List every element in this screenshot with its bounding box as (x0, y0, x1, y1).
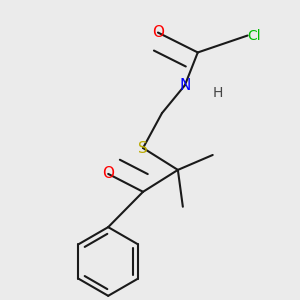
Text: H: H (212, 86, 223, 100)
Text: O: O (102, 167, 114, 182)
Text: S: S (138, 140, 148, 155)
Text: Cl: Cl (248, 28, 261, 43)
Text: O: O (152, 25, 164, 40)
Text: N: N (179, 78, 190, 93)
